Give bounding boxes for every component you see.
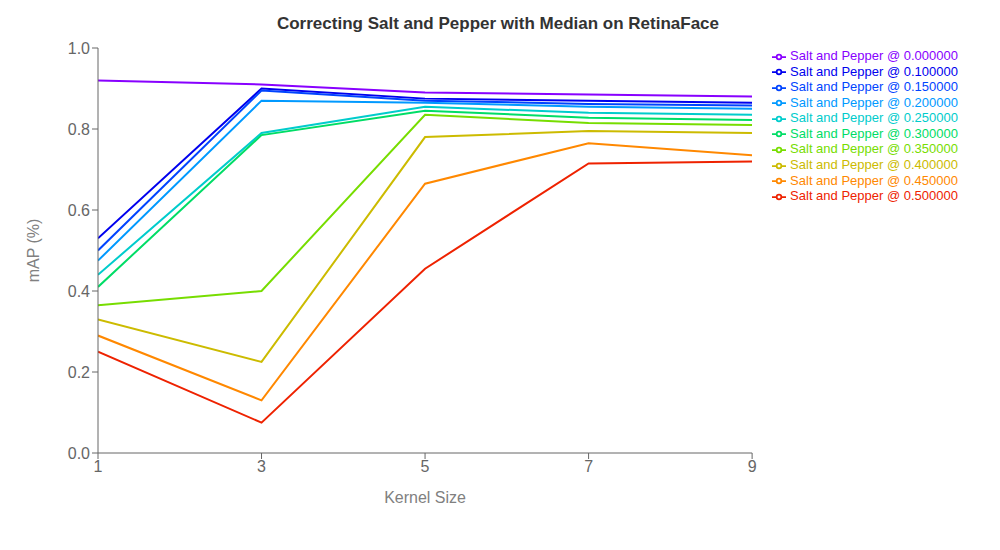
html-text:Correcting Salt and Pepper wit: Correcting Salt and Pepper with Median o… xyxy=(277,14,719,33)
html-text:Salt and Pepper @ 0.100000: Salt and Pepper @ 0.100000 xyxy=(790,63,958,79)
html-text:Salt and Pepper @ 0.200000: Salt and Pepper @ 0.200000 xyxy=(790,94,958,110)
html-text:Salt and Pepper @ 0.450000: Salt and Pepper @ 0.450000 xyxy=(790,172,958,188)
svg-text:Kernel Size: Kernel Size xyxy=(384,489,466,506)
html-text:Salt and Pepper @ 0.150000: Salt and Pepper @ 0.150000 xyxy=(790,79,958,95)
svg-text:1.0: 1.0 xyxy=(68,40,90,57)
svg-text:0.2: 0.2 xyxy=(68,364,90,381)
html-text:Salt and Pepper @ 0.250000: Salt and Pepper @ 0.250000 xyxy=(790,110,958,126)
html-text:Salt and Pepper @ 0.300000: Salt and Pepper @ 0.300000 xyxy=(790,125,958,141)
svg-text:9: 9 xyxy=(748,458,757,475)
svg-text:7: 7 xyxy=(584,458,593,475)
svg-text:0.0: 0.0 xyxy=(68,445,90,462)
svg-text:0.6: 0.6 xyxy=(68,202,90,219)
svg-text:0.4: 0.4 xyxy=(68,283,90,300)
html-text:Salt and Pepper @ 0.000000: Salt and Pepper @ 0.000000 xyxy=(790,48,958,63)
svg-text:1: 1 xyxy=(94,458,103,475)
svg-text:0.8: 0.8 xyxy=(68,121,90,138)
svg-text:3: 3 xyxy=(257,458,266,475)
html-text:Salt and Pepper @ 0.400000: Salt and Pepper @ 0.400000 xyxy=(790,156,958,172)
svg-text:mAP (%): mAP (%) xyxy=(25,219,42,283)
svg-text:5: 5 xyxy=(421,458,430,475)
html-text:Salt and Pepper @ 0.500000: Salt and Pepper @ 0.500000 xyxy=(790,188,958,204)
html-text:Salt and Pepper @ 0.350000: Salt and Pepper @ 0.350000 xyxy=(790,141,958,157)
